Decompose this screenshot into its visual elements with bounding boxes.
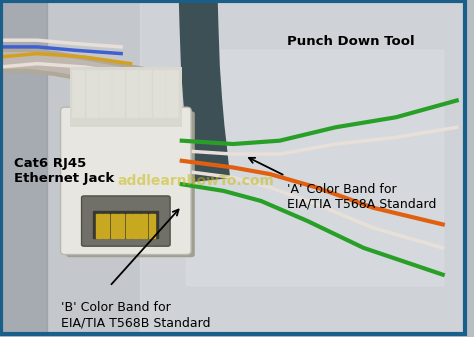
Bar: [148, 214, 155, 238]
Bar: [72, 70, 84, 117]
FancyBboxPatch shape: [82, 196, 170, 246]
FancyBboxPatch shape: [61, 107, 191, 254]
Polygon shape: [140, 0, 466, 335]
Bar: [126, 70, 138, 117]
Bar: [118, 214, 125, 238]
Bar: [166, 70, 178, 117]
Polygon shape: [0, 0, 46, 335]
Text: addlearnhowTo.com: addlearnhowTo.com: [117, 174, 274, 188]
Bar: [112, 70, 125, 117]
Bar: [70, 67, 182, 127]
Text: 'A' Color Band for
EIA/TIA T568A Standard: 'A' Color Band for EIA/TIA T568A Standar…: [287, 183, 436, 211]
Bar: [139, 70, 151, 117]
Bar: [126, 214, 132, 238]
Bar: [96, 214, 102, 238]
Bar: [93, 211, 158, 238]
Text: Cat6 RJ45
Ethernet Jack: Cat6 RJ45 Ethernet Jack: [14, 157, 114, 185]
Bar: [153, 70, 164, 117]
Polygon shape: [186, 50, 443, 285]
Bar: [133, 214, 139, 238]
Bar: [86, 70, 98, 117]
Bar: [111, 214, 117, 238]
Bar: [141, 214, 147, 238]
FancyBboxPatch shape: [66, 111, 195, 257]
Bar: [103, 214, 109, 238]
Text: 'B' Color Band for
EIA/TIA T568B Standard: 'B' Color Band for EIA/TIA T568B Standar…: [61, 302, 210, 330]
Text: Punch Down Tool: Punch Down Tool: [287, 35, 414, 48]
Bar: [99, 70, 111, 117]
